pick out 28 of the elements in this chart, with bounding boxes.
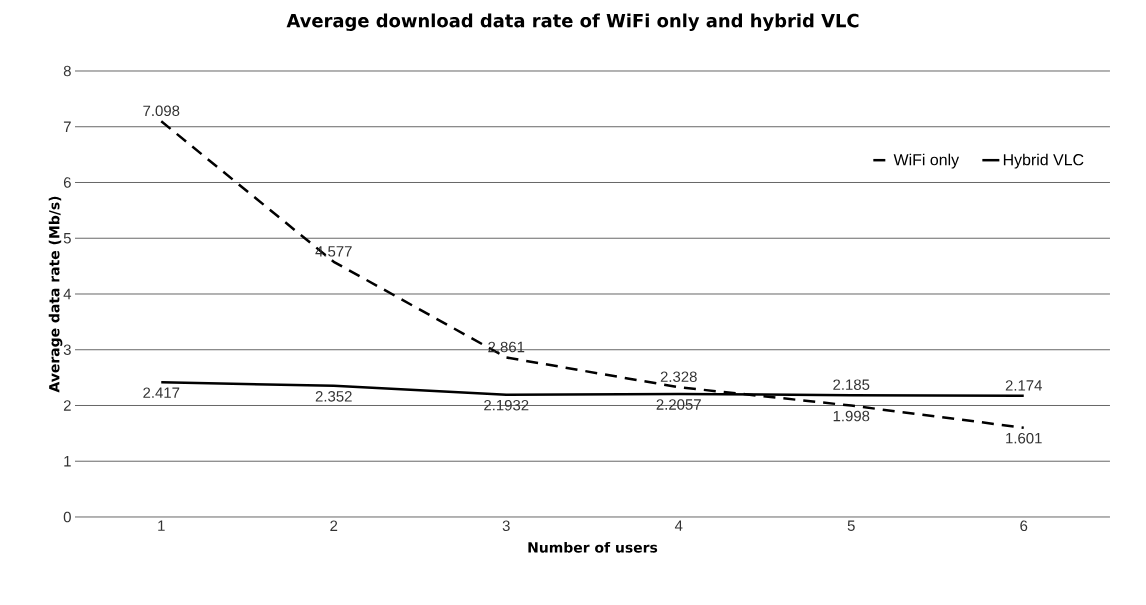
legend-label: WiFi only [893, 153, 960, 169]
x-axis-title: Number of users [528, 541, 658, 553]
x-tick-label: 1 [158, 520, 165, 531]
y-tick-label: 8 [63, 65, 71, 77]
y-tick-label: 5 [63, 233, 71, 244]
x-tick-label: 5 [847, 520, 855, 531]
y-tick-label: 3 [63, 344, 71, 356]
data-label: 1.601 [1006, 432, 1042, 444]
x-tick-label: 6 [1020, 520, 1028, 532]
data-label: 2.328 [660, 371, 697, 382]
data-label: 2.185 [833, 379, 870, 390]
x-tick-label: 2 [330, 520, 338, 531]
y-tick-label: 2 [63, 400, 71, 411]
y-tick-label: 1 [64, 456, 71, 467]
data-label: 2.417 [143, 387, 180, 398]
y-axis-title: Average data rate (Mb/s) [48, 196, 63, 393]
x-tick-label: 4 [674, 520, 683, 531]
x-tick-label: 3 [502, 520, 510, 532]
y-tick-label: 6 [63, 177, 71, 188]
data-label: 2.174 [1005, 380, 1042, 391]
y-tick-label: 7 [63, 121, 71, 132]
chart-title: Average download data rate of WiFi only and hybrid VLC [286, 13, 859, 32]
data-label: 2.352 [315, 391, 352, 402]
y-tick-label: 4 [63, 288, 72, 300]
y-tick-label: 0 [63, 511, 71, 523]
data-label: 1.998 [833, 410, 870, 422]
legend-label: Hybrid VLC [1003, 153, 1084, 169]
data-label: 7.098 [143, 105, 180, 117]
